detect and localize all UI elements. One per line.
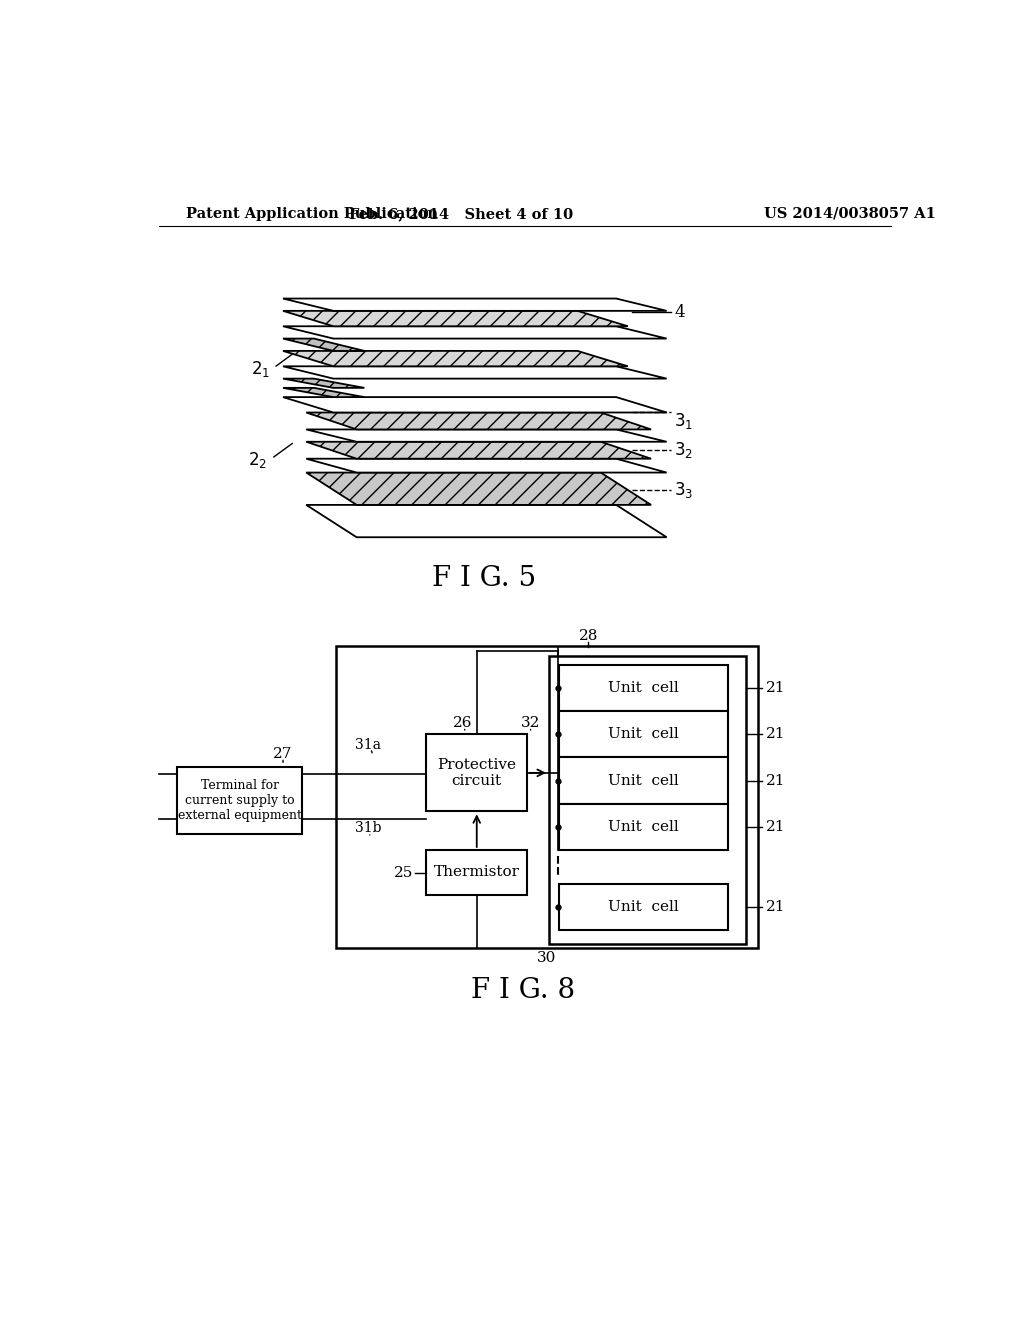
Text: Unit  cell: Unit cell <box>608 727 679 742</box>
Bar <box>559 804 728 850</box>
Polygon shape <box>306 429 667 442</box>
Polygon shape <box>283 339 365 351</box>
Bar <box>559 711 728 758</box>
Text: 28: 28 <box>579 628 598 643</box>
Text: Protective
circuit: Protective circuit <box>437 758 516 788</box>
Bar <box>426 734 527 812</box>
Bar <box>549 656 746 944</box>
Text: Feb. 6, 2014   Sheet 4 of 10: Feb. 6, 2014 Sheet 4 of 10 <box>349 207 573 220</box>
Polygon shape <box>306 442 651 459</box>
Polygon shape <box>283 312 628 326</box>
Text: 26: 26 <box>453 715 472 730</box>
Text: 21: 21 <box>766 900 785 913</box>
Polygon shape <box>283 388 365 397</box>
Polygon shape <box>283 397 667 412</box>
Bar <box>559 665 728 711</box>
Text: $2_2$: $2_2$ <box>249 450 267 470</box>
Polygon shape <box>283 298 667 312</box>
Polygon shape <box>283 351 628 367</box>
Polygon shape <box>306 506 667 537</box>
Text: F I G. 5: F I G. 5 <box>432 565 537 591</box>
Text: 32: 32 <box>521 715 541 730</box>
Text: 4: 4 <box>675 304 685 321</box>
Polygon shape <box>283 379 365 388</box>
Text: 21: 21 <box>766 681 785 696</box>
Text: 25: 25 <box>394 866 414 880</box>
Text: 21: 21 <box>766 774 785 788</box>
Text: F I G. 8: F I G. 8 <box>471 977 575 1003</box>
Polygon shape <box>283 326 667 339</box>
Polygon shape <box>306 473 651 506</box>
Text: Thermistor: Thermistor <box>434 865 520 879</box>
Text: 31b: 31b <box>355 821 382 836</box>
Text: Unit  cell: Unit cell <box>608 900 679 913</box>
Text: $2_1$: $2_1$ <box>251 359 270 379</box>
Polygon shape <box>306 459 667 473</box>
Text: US 2014/0038057 A1: US 2014/0038057 A1 <box>764 207 935 220</box>
Bar <box>177 767 302 834</box>
Polygon shape <box>283 367 667 379</box>
Bar <box>426 850 527 895</box>
Text: Unit  cell: Unit cell <box>608 681 679 696</box>
Text: 21: 21 <box>766 820 785 834</box>
Text: $3_2$: $3_2$ <box>675 441 693 461</box>
Text: Terminal for
current supply to
external equipment: Terminal for current supply to external … <box>177 779 302 822</box>
Text: Patent Application Publication: Patent Application Publication <box>186 207 438 220</box>
Polygon shape <box>306 412 651 429</box>
Bar <box>559 758 728 804</box>
Text: $3_3$: $3_3$ <box>675 479 693 499</box>
Text: 31a: 31a <box>355 738 381 752</box>
Bar <box>559 884 728 929</box>
Text: Unit  cell: Unit cell <box>608 820 679 834</box>
Bar <box>336 645 758 948</box>
Text: 30: 30 <box>537 950 556 965</box>
Text: $3_1$: $3_1$ <box>675 411 693 430</box>
Text: 27: 27 <box>273 747 293 760</box>
Text: 21: 21 <box>766 727 785 742</box>
Text: Unit  cell: Unit cell <box>608 774 679 788</box>
